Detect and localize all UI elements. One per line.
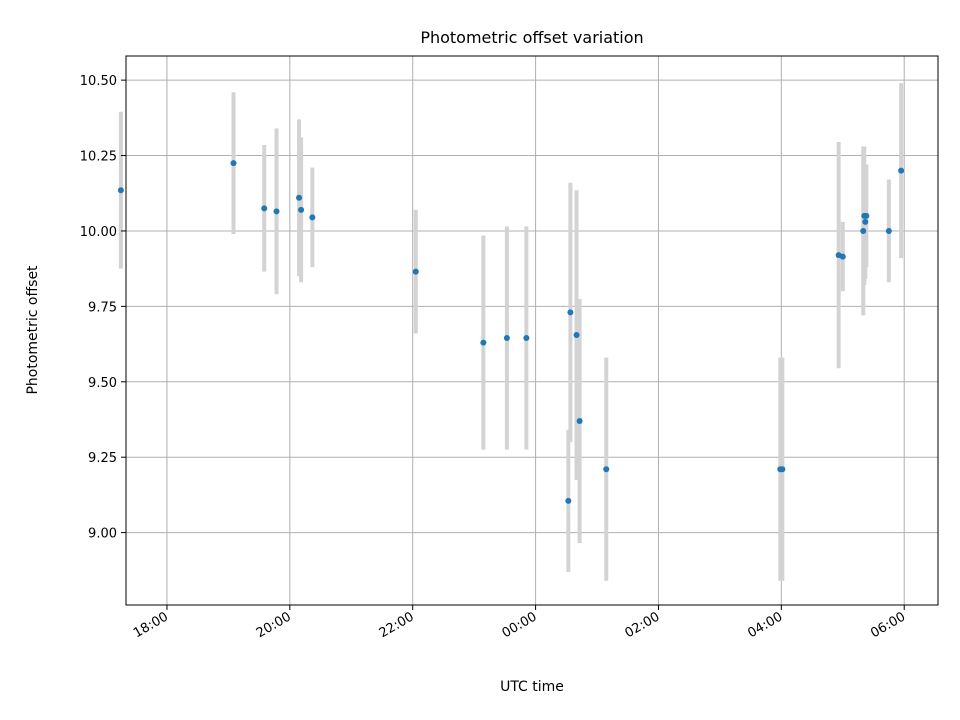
y-tick-label: 10.00 — [80, 225, 117, 240]
data-point — [230, 160, 237, 167]
data-point — [898, 167, 905, 174]
y-axis-label: Photometric offset — [25, 265, 41, 395]
plot-frame — [125, 55, 939, 606]
chart-title: Photometric offset variation — [420, 28, 643, 47]
data-point — [863, 212, 870, 219]
data-point — [565, 497, 572, 504]
y-tick-label: 10.50 — [80, 74, 117, 89]
data-point — [573, 332, 580, 339]
data-point — [273, 208, 280, 215]
x-axis-label: UTC time — [500, 679, 564, 695]
data-point — [298, 206, 305, 213]
y-tick-label: 9.25 — [88, 451, 117, 466]
y-tick-label: 9.50 — [88, 376, 117, 391]
data-point — [261, 205, 268, 212]
data-point — [885, 227, 892, 234]
data-point — [603, 466, 610, 473]
data-point — [862, 218, 869, 225]
data-point — [576, 417, 583, 424]
data-point — [523, 335, 530, 342]
data-point — [779, 466, 786, 473]
data-point — [480, 339, 487, 346]
data-point — [839, 253, 846, 260]
data-point — [296, 194, 303, 201]
data-point — [412, 268, 419, 275]
y-tick-label: 9.75 — [88, 300, 117, 315]
data-point — [309, 214, 316, 221]
data-point — [860, 227, 867, 234]
data-point — [503, 335, 510, 342]
data-points — [117, 160, 905, 504]
y-axis: 9.00 9.25 9.50 9.75 10.00 10.25 10.50 — [80, 74, 126, 542]
data-point — [567, 309, 574, 316]
y-tick-label: 10.25 — [80, 150, 117, 165]
data-point — [117, 187, 124, 194]
y-tick-label: 9.00 — [88, 527, 117, 542]
